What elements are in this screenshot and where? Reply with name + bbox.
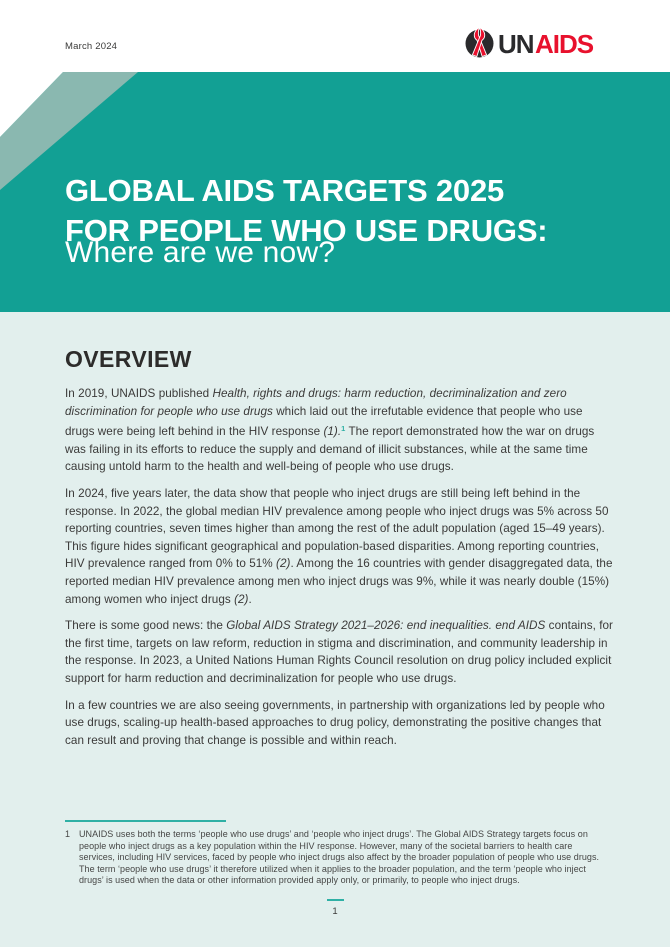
- footnote-text: UNAIDS uses both the terms ‘people who u…: [79, 829, 600, 886]
- page-header: March 2024 UN AIDS: [0, 0, 670, 72]
- page-number: 1: [332, 906, 338, 917]
- paragraph-2: In 2024, five years later, the data show…: [65, 486, 613, 606]
- page-number-divider: [327, 899, 344, 901]
- report-title: GLOBAL AIDS TARGETS 2025 FOR PEOPLE WHO …: [65, 171, 548, 251]
- section-heading: OVERVIEW: [65, 346, 192, 372]
- report-title-line1: GLOBAL AIDS TARGETS 2025: [65, 172, 505, 208]
- paragraph-4: In a few countries we are also seeing go…: [65, 698, 605, 747]
- logo-text-aids: AIDS: [535, 29, 594, 59]
- footnote: 1 UNAIDS uses both the terms ‘people who…: [65, 829, 605, 887]
- overview-section: OVERVIEW In 2019, UNAIDS published Healt…: [0, 312, 670, 947]
- report-subtitle: Where are we now?: [65, 236, 336, 269]
- body-text: In 2019, UNAIDS published Health, rights…: [65, 385, 614, 758]
- title-banner: GLOBAL AIDS TARGETS 2025 FOR PEOPLE WHO …: [0, 72, 670, 312]
- logo-text-un: UN: [498, 29, 534, 59]
- aids-ribbon-icon: [471, 26, 488, 58]
- footnote-divider: [65, 820, 226, 822]
- paragraph-3: There is some good news: the Global AIDS…: [65, 619, 613, 685]
- paragraph-1: In 2019, UNAIDS published Health, rights…: [65, 387, 595, 474]
- unaids-logo: UN AIDS: [465, 26, 595, 59]
- report-title-line2: FOR PEOPLE WHO USE DRUGS:: [65, 212, 548, 248]
- footnote-marker: 1: [65, 829, 71, 839]
- issue-date: March 2024: [65, 41, 118, 52]
